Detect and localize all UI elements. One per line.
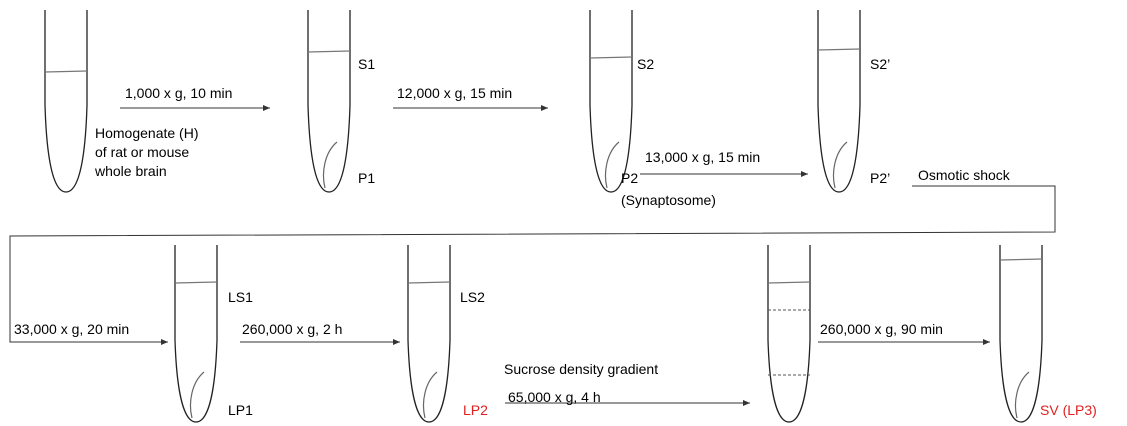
pellet xyxy=(422,371,438,419)
connector-arrow xyxy=(9,185,1056,345)
level xyxy=(767,281,811,284)
fraction-label: LS2 xyxy=(460,289,485,305)
fraction-label: S2’ xyxy=(870,56,890,72)
tube xyxy=(767,245,811,423)
tube xyxy=(589,10,633,193)
tube xyxy=(407,245,451,423)
tube xyxy=(307,10,351,193)
tube xyxy=(817,10,861,193)
level xyxy=(817,48,861,51)
step-label: 1,000 x g, 10 min xyxy=(125,85,232,101)
step-label: 260,000 x g, 90 min xyxy=(820,321,943,337)
step-label: Sucrose density gradient xyxy=(504,361,658,377)
fraction-label: P2’ xyxy=(870,170,890,186)
input-label: whole brain xyxy=(94,163,167,179)
pellet xyxy=(604,141,620,189)
level xyxy=(307,50,351,53)
pellet xyxy=(189,371,205,419)
tube xyxy=(44,10,88,193)
input-label: of rat or mouse xyxy=(95,144,189,160)
fraction-label: P1 xyxy=(358,170,375,186)
level xyxy=(407,281,451,284)
fraction-label: S1 xyxy=(358,56,375,72)
level xyxy=(999,258,1043,261)
fraction-label: P2 xyxy=(621,170,638,186)
step-label: 13,000 x g, 15 min xyxy=(645,149,760,165)
fraction-label: LP2 xyxy=(463,402,488,418)
level xyxy=(589,56,633,59)
step-label: 33,000 x g, 20 min xyxy=(14,321,129,337)
input-label: Homogenate (H) xyxy=(95,125,199,141)
fraction-label: SV (LP3) xyxy=(1040,402,1097,418)
step-label: 65,000 x g, 4 h xyxy=(508,389,601,405)
fraction-label: LS1 xyxy=(228,289,253,305)
pellet xyxy=(832,141,848,189)
pellet xyxy=(322,141,338,189)
tubes xyxy=(44,10,1043,423)
fraction-label: LP1 xyxy=(228,402,253,418)
tube xyxy=(999,245,1043,423)
step-label: 260,000 x g, 2 h xyxy=(242,321,342,337)
level xyxy=(44,70,88,73)
fraction-label: S2 xyxy=(637,56,654,72)
pellet xyxy=(1014,371,1030,419)
level xyxy=(174,281,218,284)
step-label: 12,000 x g, 15 min xyxy=(397,85,512,101)
tube xyxy=(174,245,218,423)
step-label: Osmotic shock xyxy=(918,167,1011,183)
fraction-label: (Synaptosome) xyxy=(621,192,716,208)
